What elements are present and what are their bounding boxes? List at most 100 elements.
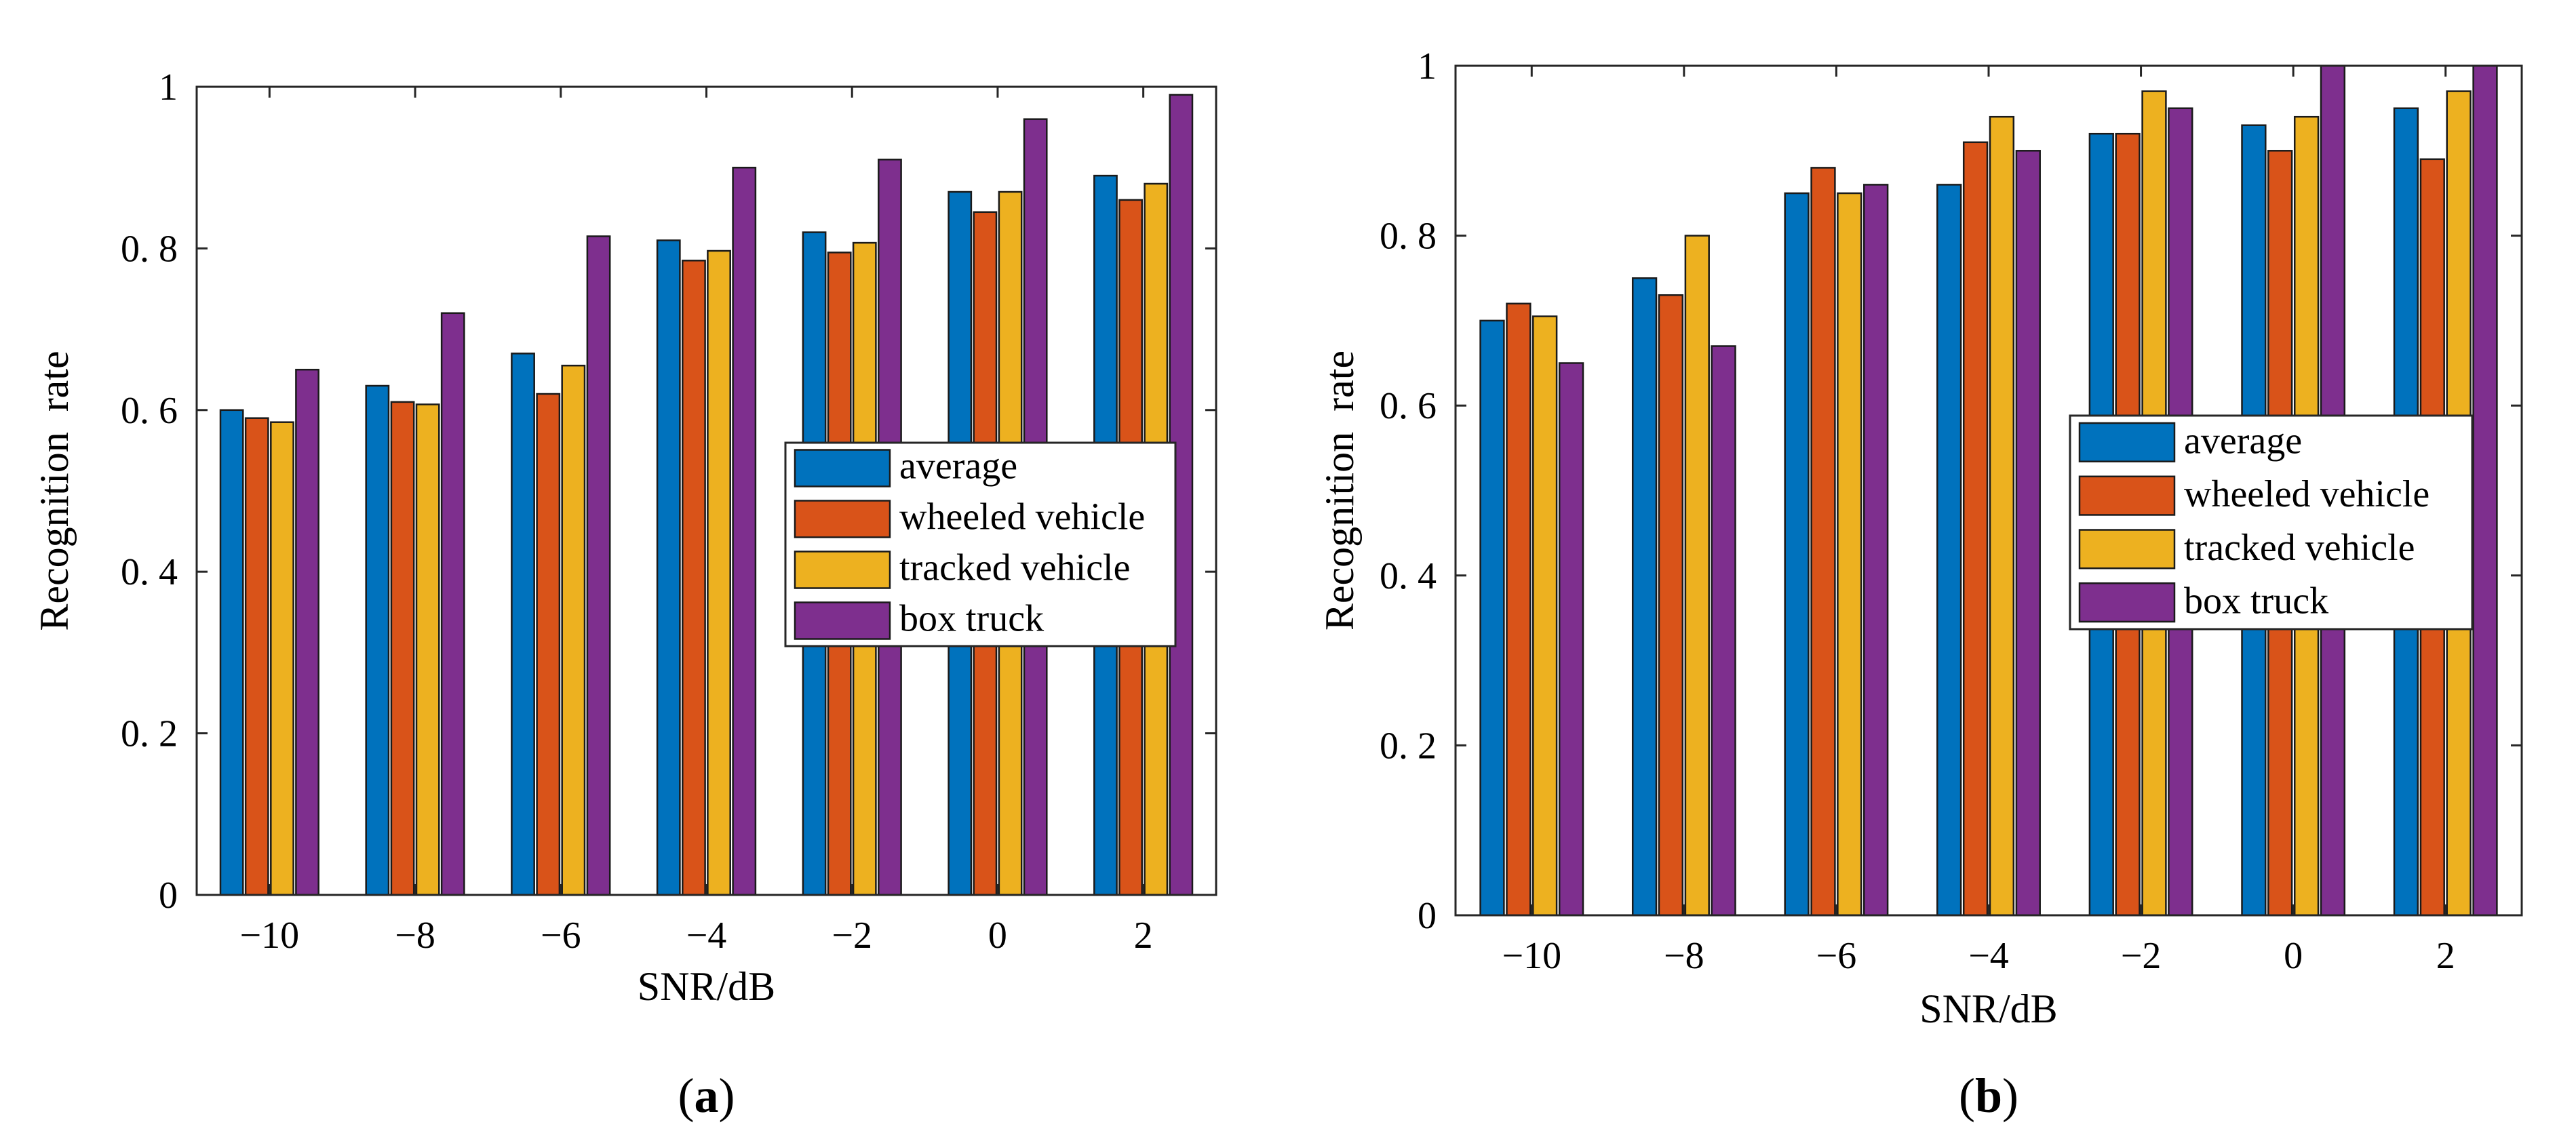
bar — [365, 384, 390, 896]
legend-item: tracked vehicle — [2078, 527, 2415, 570]
bar — [682, 260, 706, 896]
bar — [2472, 64, 2498, 917]
bar — [1658, 294, 1684, 917]
legend-item: average — [794, 445, 1017, 487]
legend-item: tracked vehicle — [794, 547, 1130, 589]
y-tick-label: 0. 8 — [121, 228, 178, 270]
y-tick-label: 1 — [159, 66, 178, 108]
caption-close: ) — [2002, 1068, 2018, 1123]
legend-label: wheeled vehicle — [2184, 473, 2429, 515]
x-axis-label: SNR/dB — [1919, 986, 2057, 1031]
x-tick-label: −2 — [2121, 935, 2162, 977]
x-tick-label: −6 — [541, 915, 581, 957]
legend-swatch — [2078, 475, 2176, 516]
bar — [1810, 167, 1836, 917]
legend-label: box truck — [2184, 580, 2328, 622]
caption-open: ( — [1959, 1068, 1975, 1123]
legend-swatch — [794, 551, 891, 589]
bar — [511, 353, 535, 896]
bar — [1479, 319, 1505, 917]
y-tick-label: 0. 4 — [1380, 555, 1437, 597]
legend-item: wheeled vehicle — [794, 496, 1145, 538]
legend-item: box truck — [794, 598, 1044, 640]
bar — [270, 421, 294, 896]
x-tick-label: −10 — [240, 915, 300, 957]
legend-item: average — [2078, 420, 2302, 462]
legend-label: tracked vehicle — [2184, 527, 2415, 569]
legend-item: box truck — [2078, 580, 2328, 623]
caption-letter: b — [1975, 1068, 2002, 1123]
caption-open: ( — [678, 1068, 695, 1123]
caption-letter: a — [695, 1068, 719, 1123]
panel-a: 0 0. 2 0. 4 0. 6 0. 8 1 −10 −8 −6 −4 −2 0 2 SNR/dB Rec… — [32, 66, 1217, 1123]
bar — [244, 417, 269, 896]
legend-swatch — [794, 500, 891, 538]
caption-close: ) — [719, 1068, 735, 1123]
bar — [1711, 345, 1736, 917]
bar — [390, 401, 415, 896]
y-tick-label: 0. 2 — [1380, 725, 1437, 767]
x-tick-label: 2 — [2436, 935, 2455, 977]
legend-swatch — [2078, 529, 2176, 570]
y-tick-label: 0. 2 — [121, 713, 178, 755]
y-tick-label: 0 — [159, 875, 178, 917]
bar — [561, 364, 586, 896]
bar — [1962, 141, 1989, 917]
bar — [2015, 150, 2041, 917]
x-tick-label: −8 — [395, 915, 435, 957]
x-tick-label: −8 — [1664, 935, 1704, 977]
legend-item: wheeled vehicle — [2078, 473, 2429, 516]
bar — [1863, 184, 1889, 917]
panel-caption: (a) — [678, 1068, 735, 1123]
bar — [1506, 302, 1531, 917]
legend-label: box truck — [899, 598, 1044, 640]
bar — [1631, 277, 1658, 917]
legend-swatch — [2078, 422, 2176, 462]
legend-swatch — [2078, 582, 2176, 623]
x-tick-label: −2 — [832, 915, 872, 957]
bar — [440, 312, 465, 896]
x-tick-label: −4 — [686, 915, 727, 957]
bar — [1684, 235, 1710, 917]
y-tick-label: 0. 4 — [121, 551, 178, 593]
y-tick-label: 1 — [1418, 45, 1437, 87]
legend-label: wheeled vehicle — [899, 496, 1145, 538]
x-tick-label: −10 — [1502, 935, 1561, 977]
bar — [1989, 115, 2015, 917]
bar — [1532, 315, 1558, 917]
bar — [295, 368, 319, 896]
legend-label: average — [2184, 420, 2302, 462]
bar — [1837, 192, 1862, 917]
bar — [536, 393, 561, 896]
panel-b: 0 0. 2 0. 4 0. 6 0. 8 1 −10 −8 −6 −4 −2 0 2 SNR/dB Rec… — [1317, 45, 2523, 1123]
y-axis-label: Recognition rate — [32, 351, 77, 631]
x-tick-label: 2 — [1134, 915, 1153, 957]
legend-label: average — [899, 445, 1017, 487]
y-tick-label: 0. 6 — [121, 390, 178, 432]
bar — [586, 235, 611, 896]
bar — [1784, 192, 1810, 917]
legend-swatch — [794, 449, 891, 487]
bar — [707, 249, 731, 896]
bar — [1558, 362, 1584, 917]
x-axis-label: SNR/dB — [638, 964, 775, 1009]
panel-caption: (b) — [1959, 1068, 2018, 1123]
legend: average wheeled vehicle tracked vehicle box… — [2069, 414, 2474, 631]
bar — [219, 409, 244, 896]
x-tick-label: 0 — [2284, 935, 2303, 977]
y-axis-label: Recognition rate — [1317, 351, 1362, 631]
legend-swatch — [794, 601, 891, 640]
bar — [732, 166, 757, 896]
y-tick-label: 0. 6 — [1380, 385, 1437, 427]
x-tick-label: 0 — [988, 915, 1007, 957]
x-tick-label: −6 — [1816, 935, 1857, 977]
bar — [415, 403, 440, 896]
legend-label: tracked vehicle — [899, 547, 1130, 589]
y-tick-label: 0. 8 — [1380, 216, 1437, 258]
y-tick-label: 0 — [1418, 895, 1437, 937]
bar — [656, 239, 681, 896]
x-tick-label: −4 — [1968, 935, 2009, 977]
bar — [1936, 184, 1962, 917]
